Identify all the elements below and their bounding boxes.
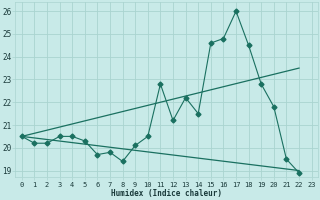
X-axis label: Humidex (Indice chaleur): Humidex (Indice chaleur) xyxy=(111,189,222,198)
